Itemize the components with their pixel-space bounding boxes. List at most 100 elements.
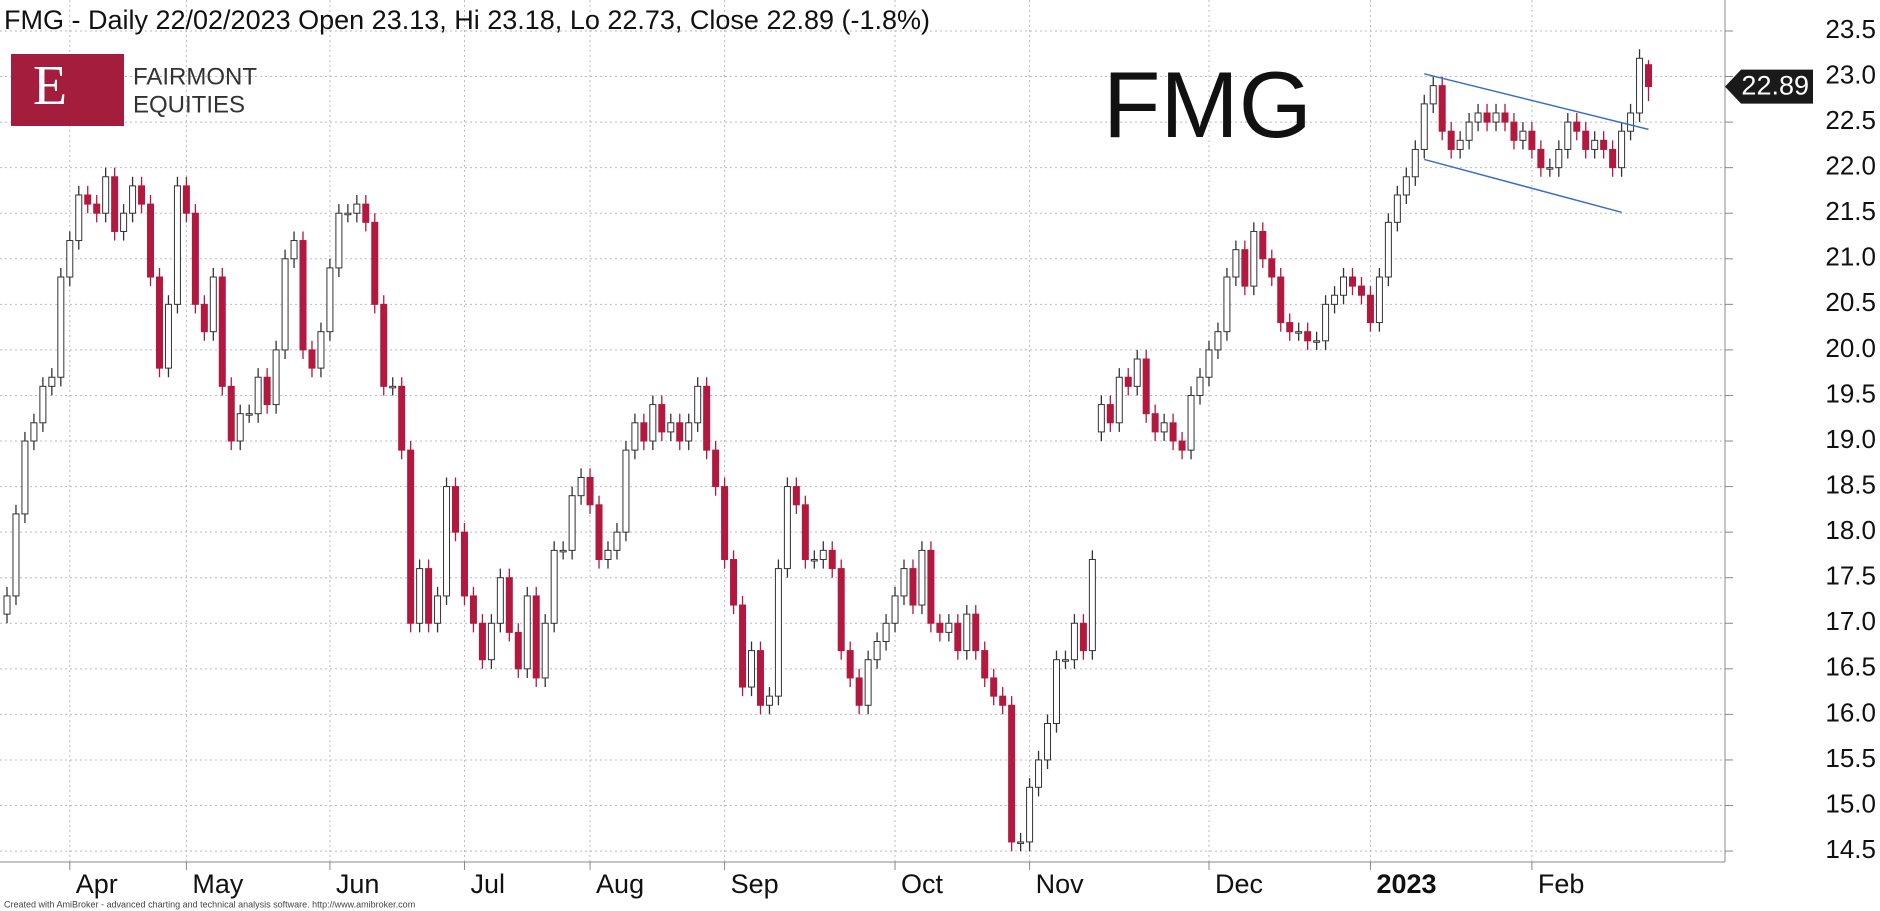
y-tick-label: 19.0 bbox=[1825, 424, 1876, 454]
candle-body bbox=[1160, 422, 1168, 433]
candle-body bbox=[120, 212, 128, 232]
candle-body bbox=[1483, 112, 1491, 123]
candle-body bbox=[1268, 258, 1276, 278]
candle-body bbox=[263, 376, 271, 406]
candle-body bbox=[891, 595, 899, 624]
candle-body bbox=[57, 276, 65, 378]
candle-body bbox=[792, 486, 800, 506]
candle-body bbox=[227, 385, 235, 442]
candle-body bbox=[1501, 112, 1509, 123]
candle-body bbox=[1133, 358, 1141, 387]
y-tick-label: 22.0 bbox=[1825, 151, 1876, 181]
axis-layer: 14.5 15.0 15.5 16.0 16.5 17.0 17.5 18.0 18.5 19.0… bbox=[69, 14, 1876, 899]
candle-body bbox=[1465, 121, 1473, 141]
candle-body bbox=[900, 568, 908, 597]
x-tick-label: Jun bbox=[336, 869, 380, 899]
logo-line2: EQUITIES bbox=[133, 91, 245, 118]
x-tick-label: Nov bbox=[1036, 869, 1085, 899]
candle-body bbox=[1052, 659, 1060, 724]
candle-body bbox=[981, 650, 989, 679]
candle-body bbox=[1384, 221, 1392, 278]
candle-body bbox=[846, 650, 854, 679]
candle-body bbox=[1286, 322, 1294, 333]
y-tick-label: 15.0 bbox=[1825, 788, 1876, 818]
y-tick-label: 16.0 bbox=[1825, 697, 1876, 727]
candle-body bbox=[765, 695, 773, 706]
candle-body bbox=[1609, 148, 1617, 169]
candle-body bbox=[1124, 376, 1132, 387]
candle-body bbox=[1555, 148, 1563, 169]
candle-body bbox=[1546, 167, 1554, 170]
candle-body bbox=[1618, 130, 1626, 169]
candle-body bbox=[999, 695, 1007, 706]
candle-body bbox=[1331, 294, 1339, 305]
candle-body bbox=[1402, 176, 1410, 196]
y-tick-label: 23.5 bbox=[1825, 14, 1876, 44]
candle-body bbox=[1241, 249, 1249, 287]
candle-body bbox=[290, 240, 298, 260]
candle-body bbox=[1636, 57, 1644, 114]
candle-body bbox=[1035, 759, 1043, 788]
candle-body bbox=[1008, 704, 1016, 843]
candle-body bbox=[496, 577, 504, 624]
candle-body bbox=[1044, 722, 1052, 761]
candle-body bbox=[810, 558, 818, 562]
candle-body bbox=[963, 613, 971, 652]
candle-body bbox=[1187, 394, 1195, 451]
candle-body bbox=[855, 677, 863, 706]
candle-body bbox=[882, 622, 890, 642]
candle-body bbox=[873, 640, 881, 661]
candle-body bbox=[1250, 230, 1258, 287]
candle-body bbox=[138, 185, 146, 205]
candle-body bbox=[452, 486, 459, 533]
candle-body bbox=[1259, 230, 1267, 260]
candle-body bbox=[1528, 130, 1536, 150]
candle-body bbox=[550, 549, 558, 624]
x-tick-label: Apr bbox=[76, 869, 118, 899]
candle-body bbox=[272, 349, 280, 406]
candle-body bbox=[1447, 130, 1455, 150]
logo-letter: E bbox=[33, 55, 67, 117]
candle-body bbox=[532, 595, 540, 679]
candle-body bbox=[1232, 249, 1240, 278]
candle-body bbox=[236, 413, 244, 442]
candle-body bbox=[299, 240, 307, 351]
y-tick-label: 14.5 bbox=[1825, 834, 1876, 864]
candle-body bbox=[622, 449, 630, 533]
candle-body bbox=[75, 194, 83, 242]
grid-layer bbox=[0, 0, 1725, 862]
candle-body bbox=[443, 486, 451, 597]
candle-body bbox=[514, 631, 522, 670]
candle-body bbox=[1304, 331, 1312, 342]
candle-body bbox=[434, 595, 442, 624]
candle-body bbox=[416, 568, 424, 624]
y-tick-label: 21.0 bbox=[1825, 242, 1876, 272]
y-tick-label: 20.0 bbox=[1825, 333, 1876, 363]
candle-body bbox=[1205, 349, 1213, 378]
candle-body bbox=[1591, 139, 1599, 150]
candle-body bbox=[254, 376, 262, 415]
y-tick-label: 17.0 bbox=[1825, 606, 1876, 636]
candle-body bbox=[1492, 112, 1500, 123]
candle-body bbox=[568, 495, 576, 551]
candle-body bbox=[909, 568, 917, 606]
candle-body bbox=[1366, 294, 1374, 324]
candle-body bbox=[954, 622, 962, 652]
y-tick-label: 23.0 bbox=[1825, 59, 1876, 89]
candle-body bbox=[326, 267, 334, 333]
candle-body bbox=[182, 185, 190, 214]
candle-body bbox=[12, 513, 20, 597]
x-tick-label: Oct bbox=[901, 869, 944, 899]
candle-body bbox=[380, 303, 388, 387]
x-tick-label: Jul bbox=[470, 869, 505, 899]
y-tick-label: 18.5 bbox=[1825, 469, 1876, 499]
x-tick-label: Aug bbox=[596, 869, 644, 899]
candle-body bbox=[1411, 148, 1419, 178]
candle-body bbox=[945, 622, 953, 633]
candle-body bbox=[523, 595, 531, 670]
candle-body bbox=[1349, 276, 1356, 287]
candle-body bbox=[1456, 139, 1464, 150]
candle-body bbox=[1420, 103, 1428, 150]
